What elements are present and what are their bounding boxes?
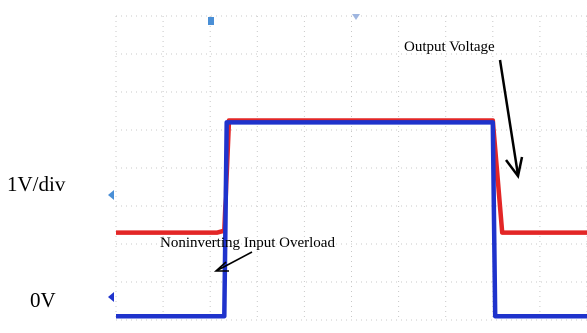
overload-arrowhead <box>213 261 229 272</box>
annotation-arrows <box>213 59 524 272</box>
output-voltage-arrow <box>498 59 520 176</box>
traces <box>115 118 587 319</box>
channel1-ref-marker <box>108 190 114 200</box>
zero-volt-label: 0V <box>30 288 56 312</box>
channel2-ref-marker <box>108 292 114 302</box>
output-voltage-label: Output Voltage <box>404 39 495 55</box>
trigger-marker <box>208 17 214 25</box>
overload-label: Noninverting Input Overload <box>160 235 335 251</box>
series-line-input <box>116 120 587 319</box>
scale-label: 1V/div <box>7 172 66 196</box>
grid <box>115 15 587 321</box>
time-ref-marker <box>352 14 360 20</box>
markers <box>108 14 360 302</box>
overload-arrow <box>217 251 253 271</box>
output-voltage-arrowhead <box>505 156 524 179</box>
